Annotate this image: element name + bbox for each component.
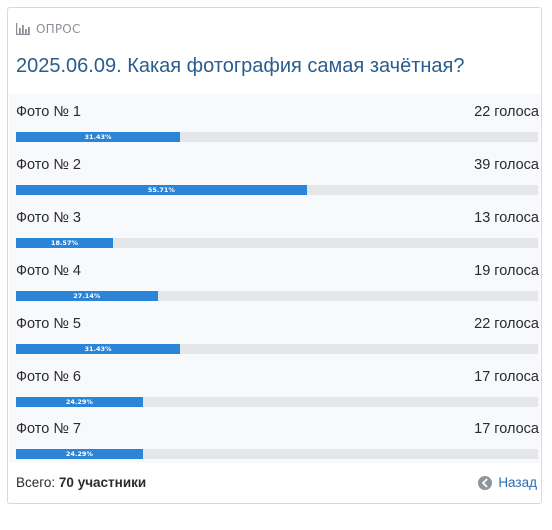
poll-header: ОПРОС bbox=[16, 21, 81, 37]
option-votes: 17 голоса bbox=[474, 421, 539, 437]
option-votes: 19 голоса bbox=[474, 263, 539, 279]
progress-track: 55.71% bbox=[16, 185, 538, 195]
progress-percent: 31.43% bbox=[84, 345, 112, 353]
arrow-left-circle-icon bbox=[478, 475, 493, 490]
progress-percent: 27.14% bbox=[73, 292, 101, 300]
result-row: Фото № 7 17 голоса 24.29% bbox=[16, 419, 539, 467]
progress-track: 24.29% bbox=[16, 397, 538, 407]
result-row: Фото № 4 19 голоса 27.14% bbox=[16, 261, 539, 309]
option-votes: 22 голоса bbox=[474, 104, 539, 120]
progress-bar: 18.57% bbox=[16, 238, 113, 248]
result-row: Фото № 1 22 голоса 31.43% bbox=[16, 102, 539, 150]
result-row: Фото № 5 22 голоса 31.43% bbox=[16, 314, 539, 362]
option-votes: 39 голоса bbox=[474, 157, 539, 173]
result-row: Фото № 2 39 голоса 55.71% bbox=[16, 155, 539, 203]
progress-bar: 24.29% bbox=[16, 397, 143, 407]
option-votes: 22 голоса bbox=[474, 316, 539, 332]
result-row: Фото № 3 13 голоса 18.57% bbox=[16, 208, 539, 256]
progress-bar: 31.43% bbox=[16, 132, 181, 142]
progress-track: 27.14% bbox=[16, 291, 538, 301]
back-label: Назад bbox=[498, 475, 537, 490]
progress-track: 31.43% bbox=[16, 132, 538, 142]
option-label: Фото № 6 bbox=[16, 369, 81, 385]
progress-track: 31.43% bbox=[16, 344, 538, 354]
result-row: Фото № 6 17 голоса 24.29% bbox=[16, 367, 539, 415]
back-link[interactable]: Назад bbox=[478, 475, 537, 490]
progress-track: 18.57% bbox=[16, 238, 538, 248]
poll-header-label: ОПРОС bbox=[36, 22, 81, 36]
progress-bar: 24.29% bbox=[16, 449, 143, 459]
progress-percent: 31.43% bbox=[84, 133, 112, 141]
option-votes: 13 голоса bbox=[474, 210, 539, 226]
poll-results: Фото № 1 22 голоса 31.43% Фото № 2 39 го… bbox=[9, 94, 540, 463]
total-value: 70 участники bbox=[58, 475, 147, 490]
poll-title: 2025.06.09. Какая фотография самая зачёт… bbox=[16, 55, 465, 77]
option-label: Фото № 1 bbox=[16, 104, 81, 120]
option-label: Фото № 4 bbox=[16, 263, 81, 279]
progress-bar: 31.43% bbox=[16, 344, 181, 354]
option-label: Фото № 7 bbox=[16, 421, 81, 437]
progress-bar: 27.14% bbox=[16, 291, 158, 301]
poll-card: ОПРОС 2025.06.09. Какая фотография самая… bbox=[7, 7, 542, 504]
progress-percent: 24.29% bbox=[65, 398, 93, 406]
total-participants: Всего: 70 участники bbox=[16, 475, 146, 490]
total-prefix: Всего: bbox=[16, 475, 56, 490]
bar-chart-icon bbox=[16, 23, 30, 35]
poll-footer: Всего: 70 участники Назад bbox=[16, 475, 537, 493]
progress-track: 24.29% bbox=[16, 449, 538, 459]
option-label: Фото № 5 bbox=[16, 316, 81, 332]
option-label: Фото № 2 bbox=[16, 157, 81, 173]
option-label: Фото № 3 bbox=[16, 210, 81, 226]
progress-percent: 18.57% bbox=[50, 239, 78, 247]
progress-bar: 55.71% bbox=[16, 185, 307, 195]
progress-percent: 55.71% bbox=[147, 186, 175, 194]
progress-percent: 24.29% bbox=[65, 450, 93, 458]
option-votes: 17 голоса bbox=[474, 369, 539, 385]
